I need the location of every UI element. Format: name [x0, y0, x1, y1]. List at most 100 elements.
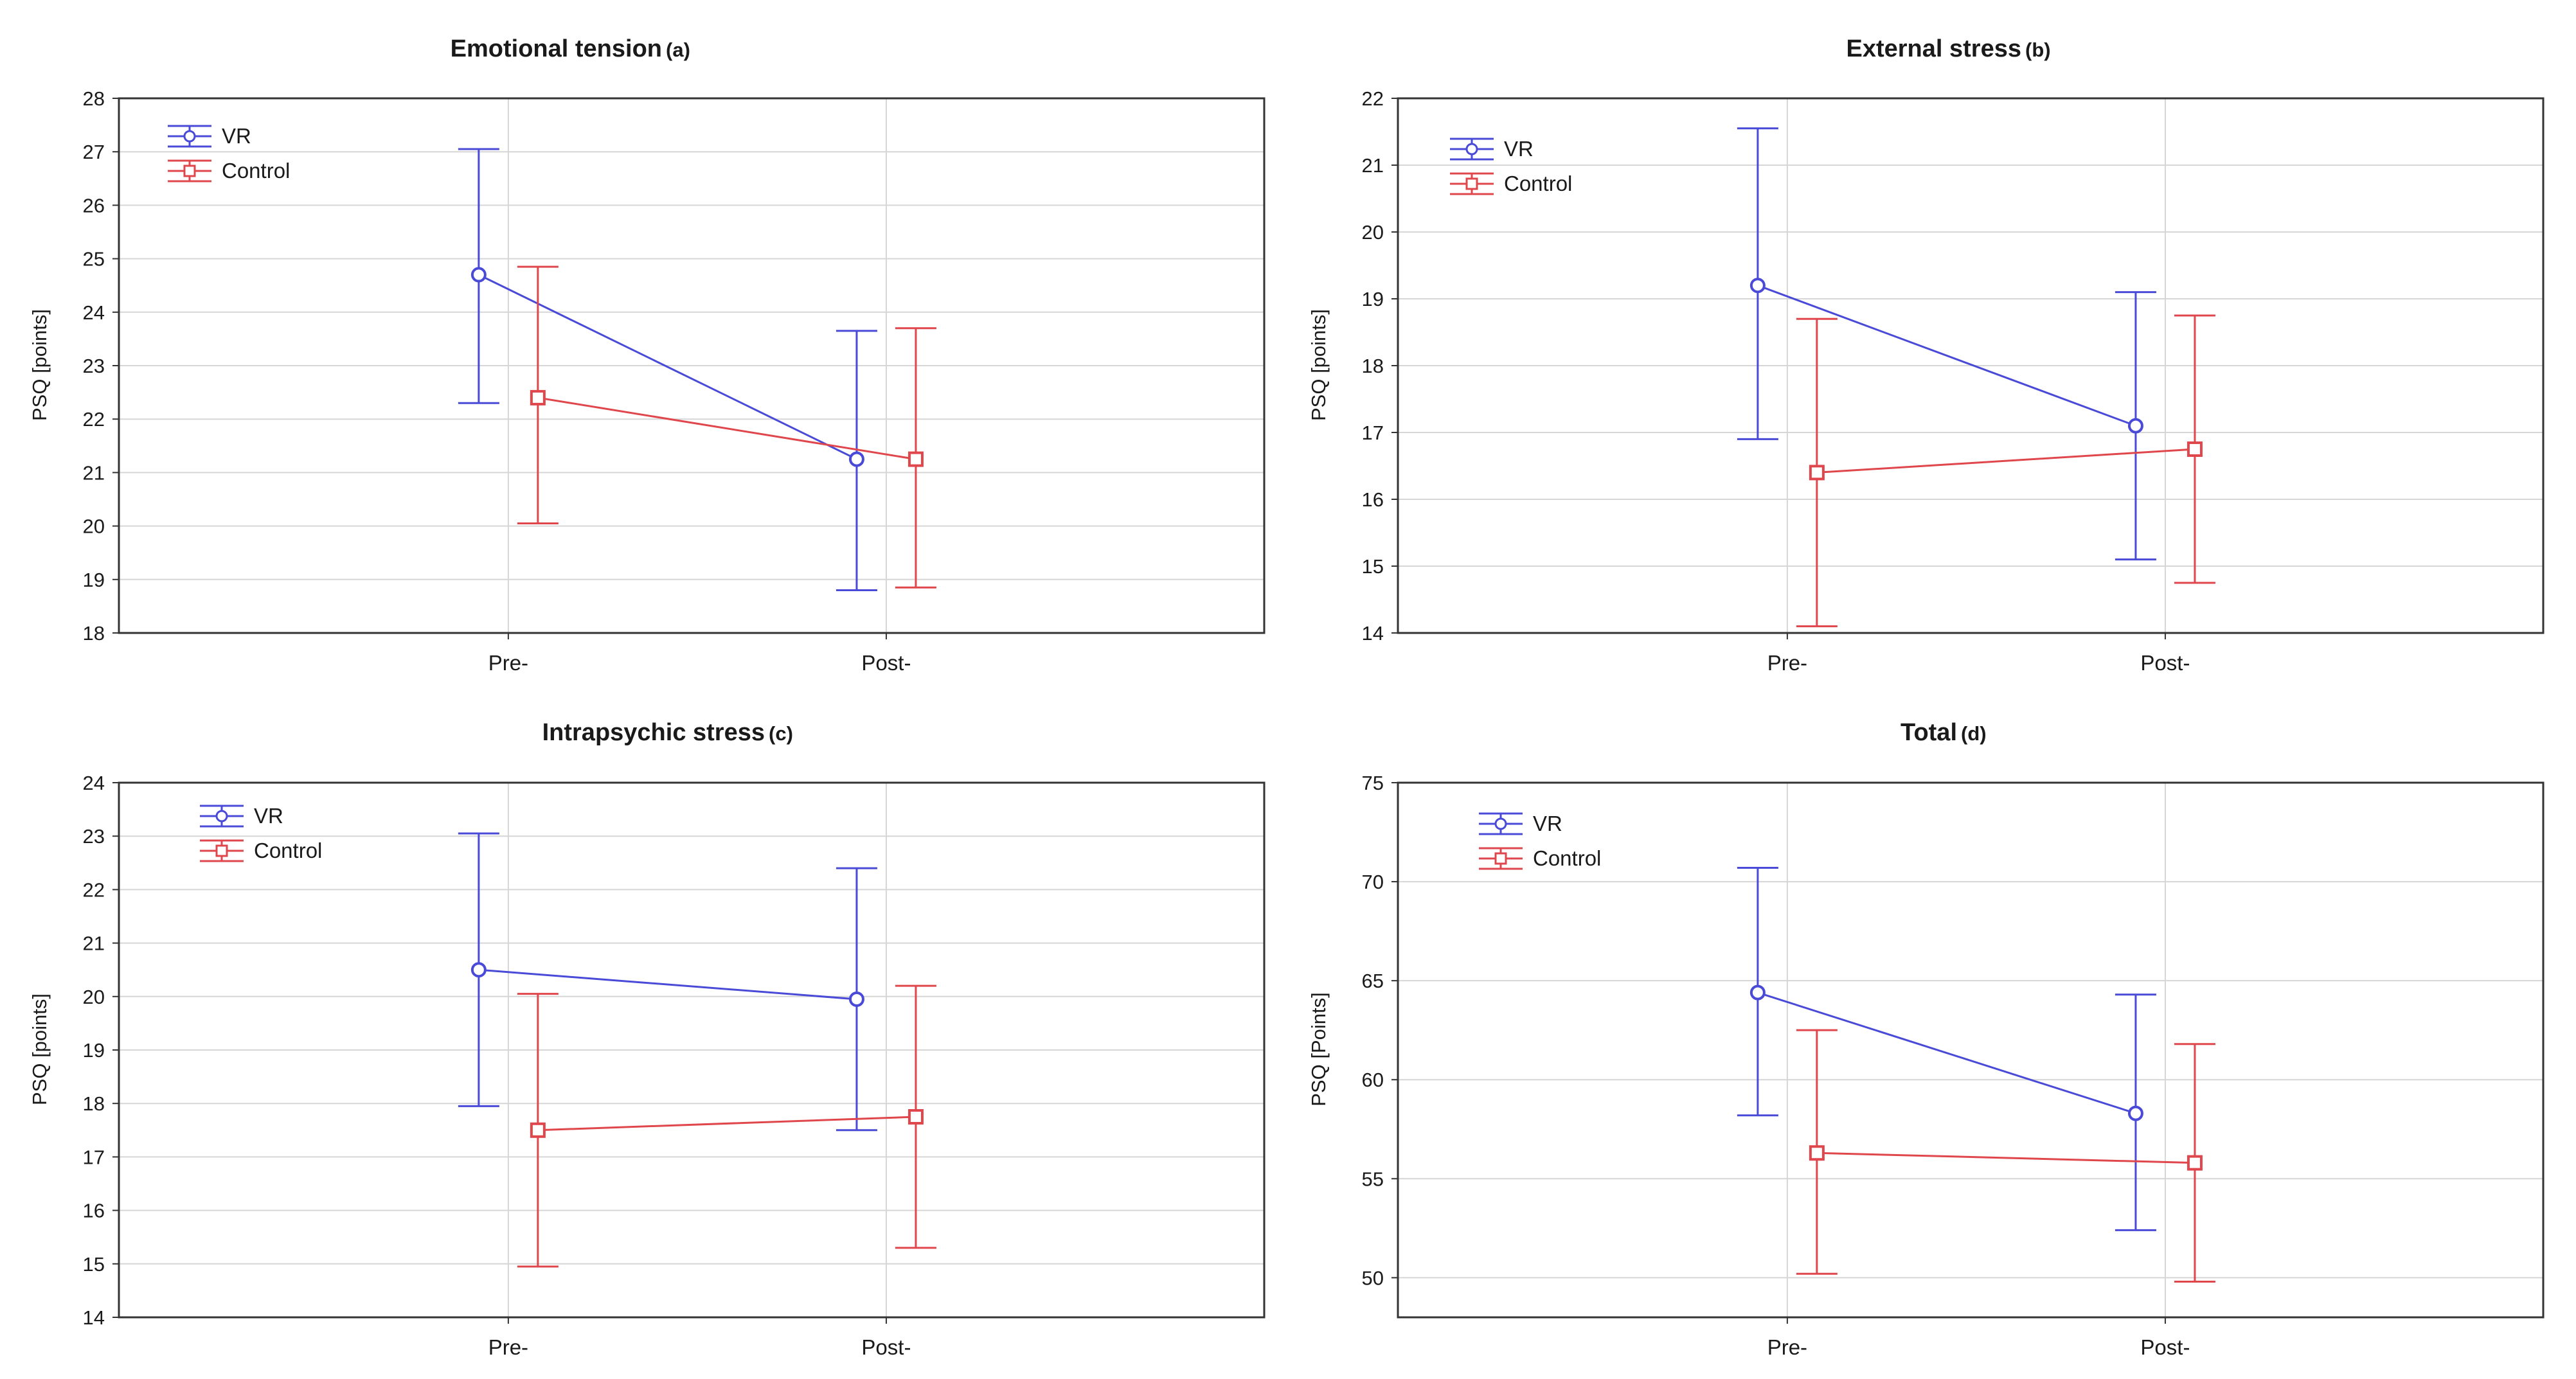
data-point-control [2187, 441, 2203, 457]
plot-frame [1397, 781, 2545, 1319]
panel-emotional-tension: Emotional tension (a) PSQ [points] 18 19 2… [28, 35, 1266, 675]
legend-label: VR [1533, 812, 1562, 835]
y-tick-label: 19 [83, 569, 105, 591]
data-point-control [530, 389, 546, 405]
y-tick-label: 16 [83, 1200, 105, 1222]
plot-area: 18 19 20 21 22 23 24 25 26 27 28 Pre- Post- VR Control [83, 87, 1266, 675]
data-point-control [1809, 465, 1825, 481]
legend-label: VR [254, 804, 283, 828]
y-axis-label: PSQ [points] [28, 993, 51, 1105]
legend: VR Control [1450, 137, 1572, 195]
y-tick-label: 24 [83, 772, 105, 794]
y-tick-label: 26 [83, 194, 105, 217]
legend: VR Control [200, 804, 322, 862]
x-tick-label: Post- [861, 651, 911, 675]
plot-frame [118, 97, 1266, 634]
panel-label: (c) [769, 722, 793, 745]
series-line-vr [1757, 992, 2136, 1115]
legend-label: Control [1504, 172, 1572, 195]
y-tick-label: 19 [1362, 288, 1384, 310]
legend-marker-vr [183, 130, 196, 143]
data-point-control [530, 1122, 546, 1138]
data-point-vr [2127, 418, 2143, 434]
panel-total: Total (d) PSQ [Points] 50 55 60 65 70 75 Pre- P… [1307, 719, 2545, 1359]
data-point-control [908, 1109, 924, 1125]
y-tick-label: 18 [83, 622, 105, 645]
y-tick-label: 75 [1362, 772, 1384, 794]
legend-marker-control [183, 165, 196, 177]
y-tick-label: 22 [83, 408, 105, 431]
plot-area: 14 15 16 17 18 19 20 21 22 Pre- Post- VR Control [1362, 87, 2545, 675]
y-tick-label: 60 [1362, 1069, 1384, 1091]
legend-marker-vr [1465, 143, 1478, 156]
plot-area: 50 55 60 65 70 75 Pre- Post- VR Control [1362, 772, 2545, 1359]
data-point-control [2187, 1155, 2203, 1171]
legend-label: VR [222, 124, 251, 148]
series-line-vr [478, 968, 857, 1001]
data-point-vr [848, 991, 864, 1007]
chart-title: Intrapsychic stress [542, 719, 765, 746]
plot-area: 14 15 16 17 18 19 20 21 22 23 24 Pre- Post- VR Control [83, 772, 1266, 1359]
y-tick-label: 18 [83, 1092, 105, 1115]
series-line-vr [478, 274, 857, 460]
chart-title: Emotional tension [451, 35, 662, 62]
y-tick-label: 22 [1362, 87, 1384, 110]
y-tick-label: 15 [1362, 555, 1384, 578]
legend-marker-control [215, 844, 228, 857]
y-tick-label: 20 [83, 515, 105, 538]
panel-label: (b) [2025, 39, 2051, 61]
panel-intrapsychic-stress: Intrapsychic stress (c) PSQ [points] 14 1… [28, 719, 1266, 1359]
y-tick-label: 70 [1362, 871, 1384, 893]
data-point-control [908, 451, 924, 467]
y-tick-label: 65 [1362, 970, 1384, 992]
x-tick-label: Post- [861, 1335, 911, 1359]
y-tick-label: 21 [1362, 154, 1384, 177]
x-tick-label: Pre- [488, 651, 528, 675]
data-point-vr [470, 962, 487, 978]
y-tick-label: 21 [83, 461, 105, 484]
data-point-vr [470, 267, 487, 283]
panel-external-stress: External stress (b) PSQ [points] 1415161… [1307, 35, 2545, 675]
legend-marker-vr [215, 810, 228, 823]
x-tick-label: Pre- [1767, 651, 1807, 675]
legend: VR Control [1479, 812, 1601, 870]
panel-label: (d) [1961, 722, 1987, 745]
series-line-control [1816, 1152, 2195, 1164]
y-tick-label: 14 [1362, 622, 1384, 645]
y-axis-label: PSQ [points] [28, 309, 51, 421]
legend-marker-vr [1494, 817, 1507, 830]
legend-label: Control [1533, 846, 1601, 870]
y-tick-label: 50 [1362, 1267, 1384, 1289]
y-tick-label: 20 [83, 986, 105, 1008]
y-tick-label: 21 [83, 932, 105, 955]
series-line-control [537, 1116, 916, 1132]
x-tick-label: Pre- [488, 1335, 528, 1359]
y-tick-label: 22 [83, 878, 105, 901]
x-tick-label: Pre- [1767, 1335, 1807, 1359]
y-tick-label: 25 [83, 248, 105, 271]
data-point-vr [2127, 1105, 2143, 1121]
y-tick-label: 23 [83, 355, 105, 377]
legend-marker-control [1465, 177, 1478, 190]
y-tick-label: 55 [1362, 1168, 1384, 1190]
y-tick-label: 19 [83, 1039, 105, 1062]
y-tick-label: 17 [83, 1146, 105, 1168]
y-tick-label: 16 [1362, 488, 1384, 511]
legend-marker-control [1494, 852, 1507, 865]
y-tick-label: 14 [83, 1306, 105, 1329]
y-tick-label: 20 [1362, 221, 1384, 244]
panel-label: (a) [666, 39, 690, 61]
series-line-vr [1757, 284, 2136, 427]
data-point-control [1809, 1145, 1825, 1161]
data-point-vr [1749, 984, 1766, 1001]
plot-frame [1397, 97, 2545, 634]
legend-label: Control [254, 839, 322, 862]
x-tick-label: Post- [2140, 651, 2190, 675]
y-tick-label: 24 [83, 301, 105, 324]
series-line-control [537, 396, 917, 461]
y-axis-label: PSQ [Points] [1307, 992, 1330, 1106]
y-tick-label: 15 [83, 1253, 105, 1276]
y-tick-label: 27 [83, 141, 105, 163]
y-tick-label: 28 [83, 87, 105, 110]
